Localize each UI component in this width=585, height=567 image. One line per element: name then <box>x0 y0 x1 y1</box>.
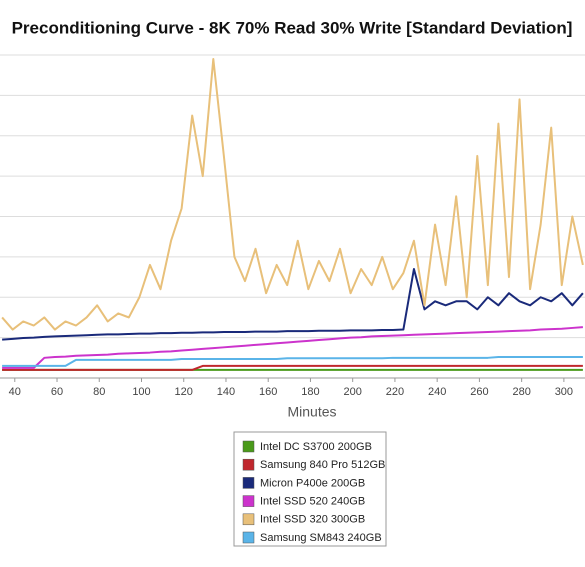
legend-swatch <box>242 513 255 526</box>
x-tick-label: 60 <box>51 386 63 398</box>
legend-label: Intel SSD 320 300GB <box>260 514 365 526</box>
x-tick-label: 260 <box>470 386 488 398</box>
legend-swatch <box>242 440 255 453</box>
series-line <box>2 364 583 371</box>
series-line <box>2 356 583 367</box>
x-tick-label: 40 <box>9 386 21 398</box>
x-tick-label: 200 <box>344 386 362 398</box>
x-tick-label: 80 <box>93 386 105 398</box>
x-tick-label: 220 <box>386 386 404 398</box>
series-line <box>1 58 584 331</box>
chart-title: Preconditioning Curve - 8K 70% Read 30% … <box>12 18 573 37</box>
legend-swatch <box>242 495 255 507</box>
x-tick-label: 180 <box>301 386 319 398</box>
legend <box>233 431 387 547</box>
legend-label: Samsung SM843 240GB <box>260 532 382 544</box>
legend-swatch <box>242 531 255 544</box>
legend-swatch <box>242 458 255 471</box>
legend-label: Intel DC S3700 200GB <box>260 441 372 453</box>
legend-label: Samsung 840 Pro 512GB <box>260 459 385 471</box>
series-line <box>2 326 583 369</box>
legend-swatch <box>242 477 255 489</box>
x-tick-label: 300 <box>555 386 573 398</box>
x-axis-label: Minutes <box>287 404 336 420</box>
x-tick-label: 120 <box>175 386 193 398</box>
x-tick-label: 240 <box>428 386 446 398</box>
x-tick-label: 140 <box>217 386 235 398</box>
x-tick-label: 280 <box>512 386 530 398</box>
legend-label: Micron P400e 200GB <box>260 477 365 489</box>
x-tick-label: 160 <box>259 386 277 398</box>
x-tick-label: 100 <box>132 386 150 398</box>
series-line <box>2 267 584 341</box>
legend-label: Intel SSD 520 240GB <box>260 496 365 508</box>
